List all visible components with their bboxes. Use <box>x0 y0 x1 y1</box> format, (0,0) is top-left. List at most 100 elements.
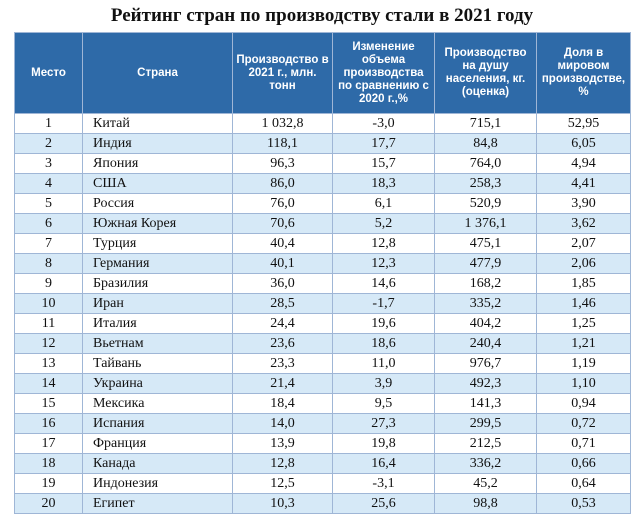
page-title: Рейтинг стран по производству стали в 20… <box>110 5 534 26</box>
cell-share: 2,06 <box>536 253 631 274</box>
table-row: 16 Испания 14,0 27,3 299,5 0,72 <box>14 413 631 434</box>
cell-rank: 14 <box>14 373 83 394</box>
table-row: 15 Мексика 18,4 9,5 141,3 0,94 <box>14 393 631 414</box>
table-row: 2 Индия 118,1 17,7 84,8 6,05 <box>14 133 631 154</box>
cell-production: 70,6 <box>232 213 333 234</box>
cell-per-capita: 98,8 <box>434 493 537 514</box>
cell-rank: 6 <box>14 213 83 234</box>
cell-per-capita: 404,2 <box>434 313 537 334</box>
cell-rank: 13 <box>14 353 83 374</box>
table-row: 18 Канада 12,8 16,4 336,2 0,66 <box>14 453 631 474</box>
cell-share: 1,21 <box>536 333 631 354</box>
table-row: 1 Китай 1 032,8 -3,0 715,1 52,95 <box>14 113 631 134</box>
cell-production: 12,5 <box>232 473 333 494</box>
cell-per-capita: 240,4 <box>434 333 537 354</box>
cell-production: 24,4 <box>232 313 333 334</box>
header-production: Производство в 2021 г., млн. тонн <box>232 32 333 114</box>
cell-country: Китай <box>82 113 233 134</box>
cell-rank: 5 <box>14 193 83 214</box>
cell-country: Турция <box>82 233 233 254</box>
header-per-capita: Производство на душу населения, кг. (оце… <box>434 32 537 114</box>
cell-country: Иран <box>82 293 233 314</box>
cell-rank: 3 <box>14 153 83 174</box>
cell-change: 5,2 <box>332 213 435 234</box>
cell-production: 18,4 <box>232 393 333 414</box>
cell-country: Япония <box>82 153 233 174</box>
cell-change: 14,6 <box>332 273 435 294</box>
cell-country: Украина <box>82 373 233 394</box>
cell-share: 3,90 <box>536 193 631 214</box>
cell-country: Канада <box>82 453 233 474</box>
cell-per-capita: 1 376,1 <box>434 213 537 234</box>
cell-per-capita: 475,1 <box>434 233 537 254</box>
cell-country: Южная Корея <box>82 213 233 234</box>
cell-per-capita: 976,7 <box>434 353 537 374</box>
cell-rank: 20 <box>14 493 83 514</box>
cell-country: США <box>82 173 233 194</box>
cell-production: 40,1 <box>232 253 333 274</box>
cell-share: 0,94 <box>536 393 631 414</box>
cell-change: 19,8 <box>332 433 435 454</box>
cell-rank: 9 <box>14 273 83 294</box>
table-row: 13 Тайвань 23,3 11,0 976,7 1,19 <box>14 353 631 374</box>
cell-rank: 19 <box>14 473 83 494</box>
cell-per-capita: 477,9 <box>434 253 537 274</box>
cell-change: 11,0 <box>332 353 435 374</box>
cell-change: 15,7 <box>332 153 435 174</box>
table-row: 10 Иран 28,5 -1,7 335,2 1,46 <box>14 293 631 314</box>
cell-change: 18,6 <box>332 333 435 354</box>
cell-production: 23,3 <box>232 353 333 374</box>
header-rank: Место <box>14 32 83 114</box>
table-row: 9 Бразилия 36,0 14,6 168,2 1,85 <box>14 273 631 294</box>
cell-per-capita: 84,8 <box>434 133 537 154</box>
cell-rank: 18 <box>14 453 83 474</box>
cell-production: 12,8 <box>232 453 333 474</box>
cell-change: 17,7 <box>332 133 435 154</box>
cell-production: 13,9 <box>232 433 333 454</box>
cell-production: 14,0 <box>232 413 333 434</box>
cell-country: Германия <box>82 253 233 274</box>
table-row: 8 Германия 40,1 12,3 477,9 2,06 <box>14 253 631 274</box>
cell-change: 12,8 <box>332 233 435 254</box>
table-row: 3 Япония 96,3 15,7 764,0 4,94 <box>14 153 631 174</box>
cell-change: 25,6 <box>332 493 435 514</box>
cell-change: 3,9 <box>332 373 435 394</box>
cell-share: 1,85 <box>536 273 631 294</box>
cell-production: 96,3 <box>232 153 333 174</box>
cell-country: Франция <box>82 433 233 454</box>
cell-change: 9,5 <box>332 393 435 414</box>
cell-country: Мексика <box>82 393 233 414</box>
cell-share: 0,66 <box>536 453 631 474</box>
cell-rank: 12 <box>14 333 83 354</box>
cell-per-capita: 141,3 <box>434 393 537 414</box>
cell-rank: 4 <box>14 173 83 194</box>
cell-share: 1,25 <box>536 313 631 334</box>
cell-production: 36,0 <box>232 273 333 294</box>
table-row: 19 Индонезия 12,5 -3,1 45,2 0,64 <box>14 473 631 494</box>
table-row: 7 Турция 40,4 12,8 475,1 2,07 <box>14 233 631 254</box>
cell-production: 86,0 <box>232 173 333 194</box>
cell-per-capita: 764,0 <box>434 153 537 174</box>
table-row: 11 Италия 24,4 19,6 404,2 1,25 <box>14 313 631 334</box>
cell-share: 1,19 <box>536 353 631 374</box>
cell-rank: 1 <box>14 113 83 134</box>
cell-country: Бразилия <box>82 273 233 294</box>
cell-country: Индонезия <box>82 473 233 494</box>
cell-share: 2,07 <box>536 233 631 254</box>
cell-change: 12,3 <box>332 253 435 274</box>
steel-ranking-table: Место Страна Производство в 2021 г., млн… <box>14 32 631 514</box>
table-row: 6 Южная Корея 70,6 5,2 1 376,1 3,62 <box>14 213 631 234</box>
cell-rank: 11 <box>14 313 83 334</box>
cell-per-capita: 715,1 <box>434 113 537 134</box>
cell-change: 16,4 <box>332 453 435 474</box>
header-country: Страна <box>82 32 233 114</box>
cell-rank: 16 <box>14 413 83 434</box>
cell-production: 28,5 <box>232 293 333 314</box>
cell-country: Египет <box>82 493 233 514</box>
cell-change: -1,7 <box>332 293 435 314</box>
cell-production: 40,4 <box>232 233 333 254</box>
cell-country: Тайвань <box>82 353 233 374</box>
cell-change: 18,3 <box>332 173 435 194</box>
table-header-row: Место Страна Производство в 2021 г., млн… <box>14 32 631 114</box>
cell-country: Испания <box>82 413 233 434</box>
